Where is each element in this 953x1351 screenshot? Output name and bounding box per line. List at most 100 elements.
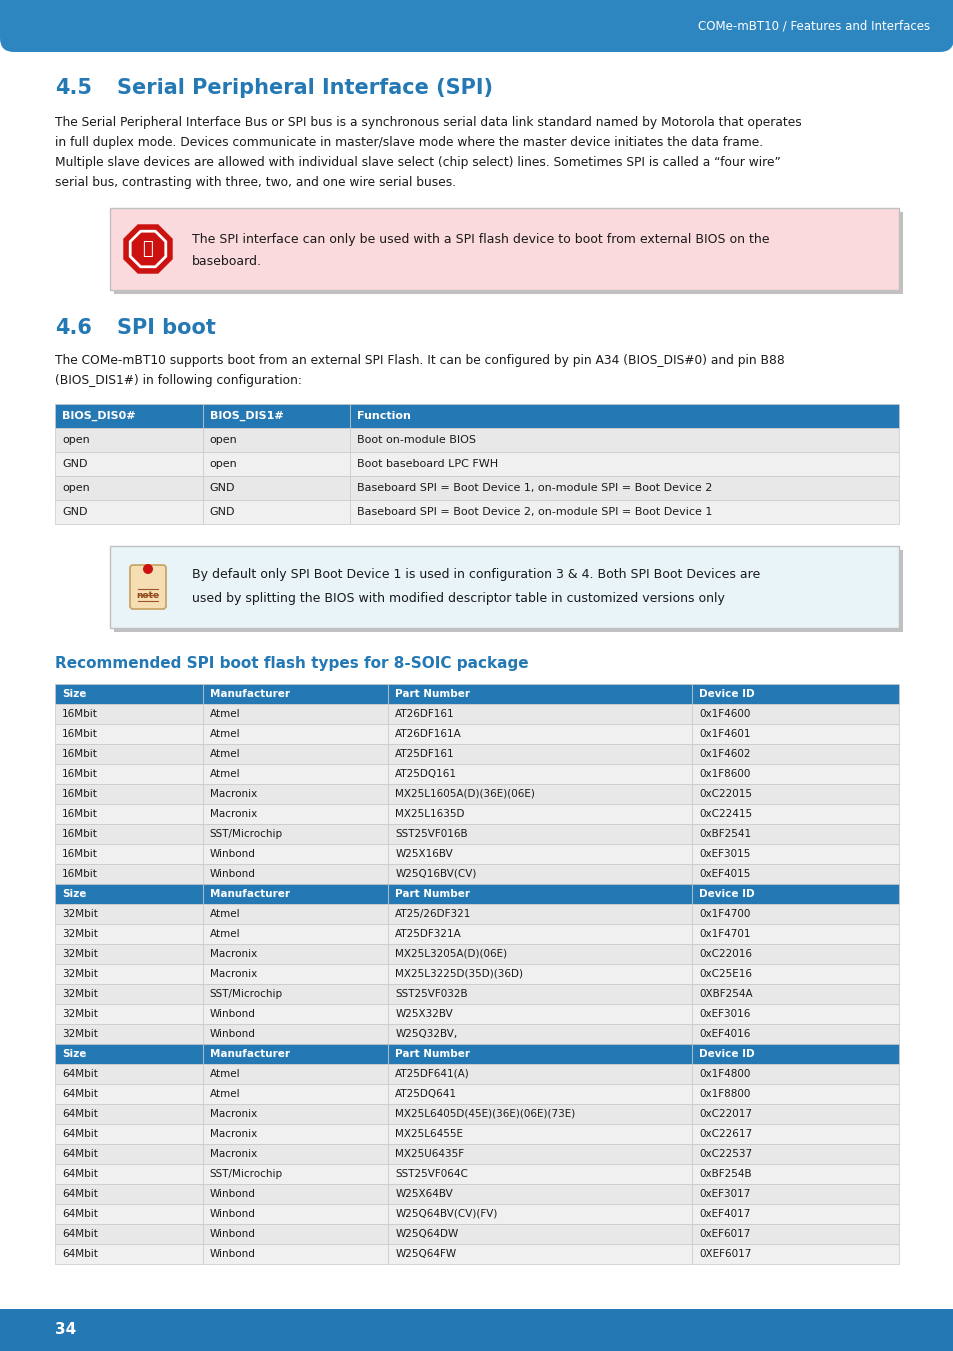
Text: in full duplex mode. Devices communicate in master/slave mode where the master d: in full duplex mode. Devices communicate… [55,136,762,149]
Bar [55,1084,202,1104]
Text: 0xC25E16: 0xC25E16 [699,969,751,979]
Text: AT25DQ641: AT25DQ641 [395,1089,456,1098]
Bar [202,884,388,904]
Bar [202,924,388,944]
Text: 0x1F4601: 0x1F4601 [699,730,750,739]
Text: SST/Microchip: SST/Microchip [210,989,282,998]
Bar [55,453,202,476]
Text: Atmel: Atmel [210,1069,240,1079]
Text: 32Mbit: 32Mbit [62,948,98,959]
Text: SST25VF032B: SST25VF032B [395,989,468,998]
Bar [692,1024,898,1044]
Text: Macronix: Macronix [210,789,256,798]
Bar [202,1044,388,1065]
Text: Boot on-module BIOS: Boot on-module BIOS [357,435,476,444]
Text: 16Mbit: 16Mbit [62,848,98,859]
Text: SST25VF064C: SST25VF064C [395,1169,468,1179]
Text: 64Mbit: 64Mbit [62,1109,98,1119]
Text: The SPI interface can only be used with a SPI flash device to boot from external: The SPI interface can only be used with … [192,232,769,246]
Bar [692,904,898,924]
Text: Winbond: Winbond [210,1009,255,1019]
Bar [202,1104,388,1124]
Bar [692,704,898,724]
Bar [55,1183,202,1204]
Text: Boot baseboard LPC FWH: Boot baseboard LPC FWH [357,459,498,469]
Bar [202,965,388,984]
Text: Winbond: Winbond [210,848,255,859]
Text: 0x1F4701: 0x1F4701 [699,929,750,939]
Text: 4.5: 4.5 [55,78,91,99]
Text: Winbond: Winbond [210,1189,255,1198]
Bar [202,1165,388,1183]
Bar [55,704,202,724]
Text: SPI boot: SPI boot [117,317,215,338]
Text: Atmel: Atmel [210,709,240,719]
Text: Atmel: Atmel [210,769,240,780]
Text: AT25DF321A: AT25DF321A [395,929,461,939]
Bar [55,824,202,844]
Text: 64Mbit: 64Mbit [62,1089,98,1098]
Text: Winbond: Winbond [210,869,255,880]
Text: open: open [62,484,90,493]
Bar [202,1204,388,1224]
Text: The Serial Peripheral Interface Bus or SPI bus is a synchronous serial data link: The Serial Peripheral Interface Bus or S… [55,116,801,128]
Text: 64Mbit: 64Mbit [62,1129,98,1139]
Text: AT25DF641(A): AT25DF641(A) [395,1069,470,1079]
Bar [388,904,692,924]
Text: BIOS_DIS0#: BIOS_DIS0# [62,411,135,422]
Text: COMe-mBT10 / Features and Interfaces: COMe-mBT10 / Features and Interfaces [698,19,929,32]
Bar [692,724,898,744]
Text: 0XBF254A: 0XBF254A [699,989,752,998]
Bar [692,765,898,784]
Bar [55,1024,202,1044]
Bar [55,965,202,984]
Bar [388,704,692,724]
Bar [202,765,388,784]
Bar [55,924,202,944]
Bar [692,924,898,944]
Bar [388,1244,692,1265]
Bar [692,1244,898,1265]
Text: 0XEF6017: 0XEF6017 [699,1250,751,1259]
Bar [692,884,898,904]
Text: 0xEF3017: 0xEF3017 [699,1189,750,1198]
Text: SST/Microchip: SST/Microchip [210,1169,282,1179]
Text: Winbond: Winbond [210,1209,255,1219]
Bar [692,824,898,844]
Text: Part Number: Part Number [395,889,470,898]
Bar [388,924,692,944]
Bar [202,500,350,524]
Bar [692,1183,898,1204]
Bar [0,1309,953,1351]
Text: 64Mbit: 64Mbit [62,1189,98,1198]
Text: 0xC22415: 0xC22415 [699,809,752,819]
Text: 0x1F4602: 0x1F4602 [699,748,750,759]
Text: Multiple slave devices are allowed with individual slave select (chip select) li: Multiple slave devices are allowed with … [55,155,781,169]
Text: The COMe-mBT10 supports boot from an external SPI Flash. It can be configured by: The COMe-mBT10 supports boot from an ext… [55,354,784,367]
Text: 34: 34 [55,1323,76,1337]
Bar [692,1124,898,1144]
Bar [55,476,202,500]
Text: 16Mbit: 16Mbit [62,789,98,798]
Bar [692,944,898,965]
Bar [692,965,898,984]
Polygon shape [130,231,167,267]
Bar [202,824,388,844]
FancyBboxPatch shape [130,565,166,609]
Bar [350,428,898,453]
Text: MX25L6405D(45E)(36E)(06E)(73E): MX25L6405D(45E)(36E)(06E)(73E) [395,1109,575,1119]
Bar [388,824,692,844]
Bar [388,865,692,884]
Text: Baseboard SPI = Boot Device 1, on-module SPI = Boot Device 2: Baseboard SPI = Boot Device 1, on-module… [357,484,712,493]
Bar [202,684,388,704]
Bar [388,965,692,984]
Text: AT25DQ161: AT25DQ161 [395,769,456,780]
Text: 32Mbit: 32Mbit [62,909,98,919]
Bar [55,500,202,524]
Bar [202,1065,388,1084]
Bar [55,428,202,453]
Bar [113,550,902,632]
Text: Size: Size [62,889,87,898]
Text: MX25L1635D: MX25L1635D [395,809,464,819]
Text: Macronix: Macronix [210,1148,256,1159]
